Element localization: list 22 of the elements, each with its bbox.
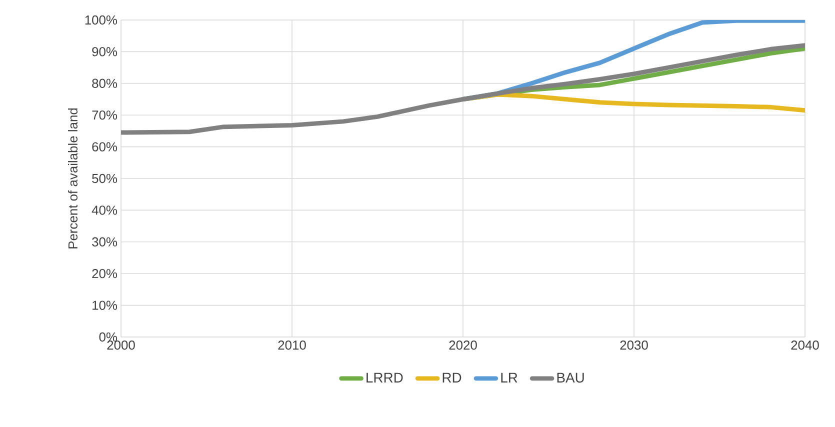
y-tick-label: 10%	[92, 300, 118, 310]
legend-label: LR	[501, 372, 518, 382]
y-tick-label: 70%	[92, 110, 118, 120]
x-tick-label: 2040	[791, 340, 819, 350]
legend-label: RD	[442, 372, 462, 382]
y-tick-label: 80%	[92, 78, 118, 88]
x-tick-label: 2020	[449, 340, 477, 350]
x-tick-label: 2030	[620, 340, 648, 350]
y-tick-label: 50%	[92, 174, 118, 184]
y-tick-label: 100%	[85, 15, 118, 25]
x-tick-label: 2000	[107, 340, 135, 350]
y-tick-label: 60%	[92, 142, 118, 152]
y-axis-title: Percent of available land	[68, 108, 78, 248]
y-tick-label: 20%	[92, 269, 118, 278]
legend-label: BAU	[557, 372, 584, 383]
y-tick-label: 90%	[92, 47, 118, 56]
x-tick-label: 2010	[278, 340, 306, 350]
y-tick-label: 30%	[92, 237, 118, 246]
line-series	[121, 43, 806, 135]
y-tick-label: 40%	[92, 206, 118, 215]
legend-label: LRRD	[366, 372, 403, 382]
y-tick-label: 0%	[99, 332, 118, 342]
